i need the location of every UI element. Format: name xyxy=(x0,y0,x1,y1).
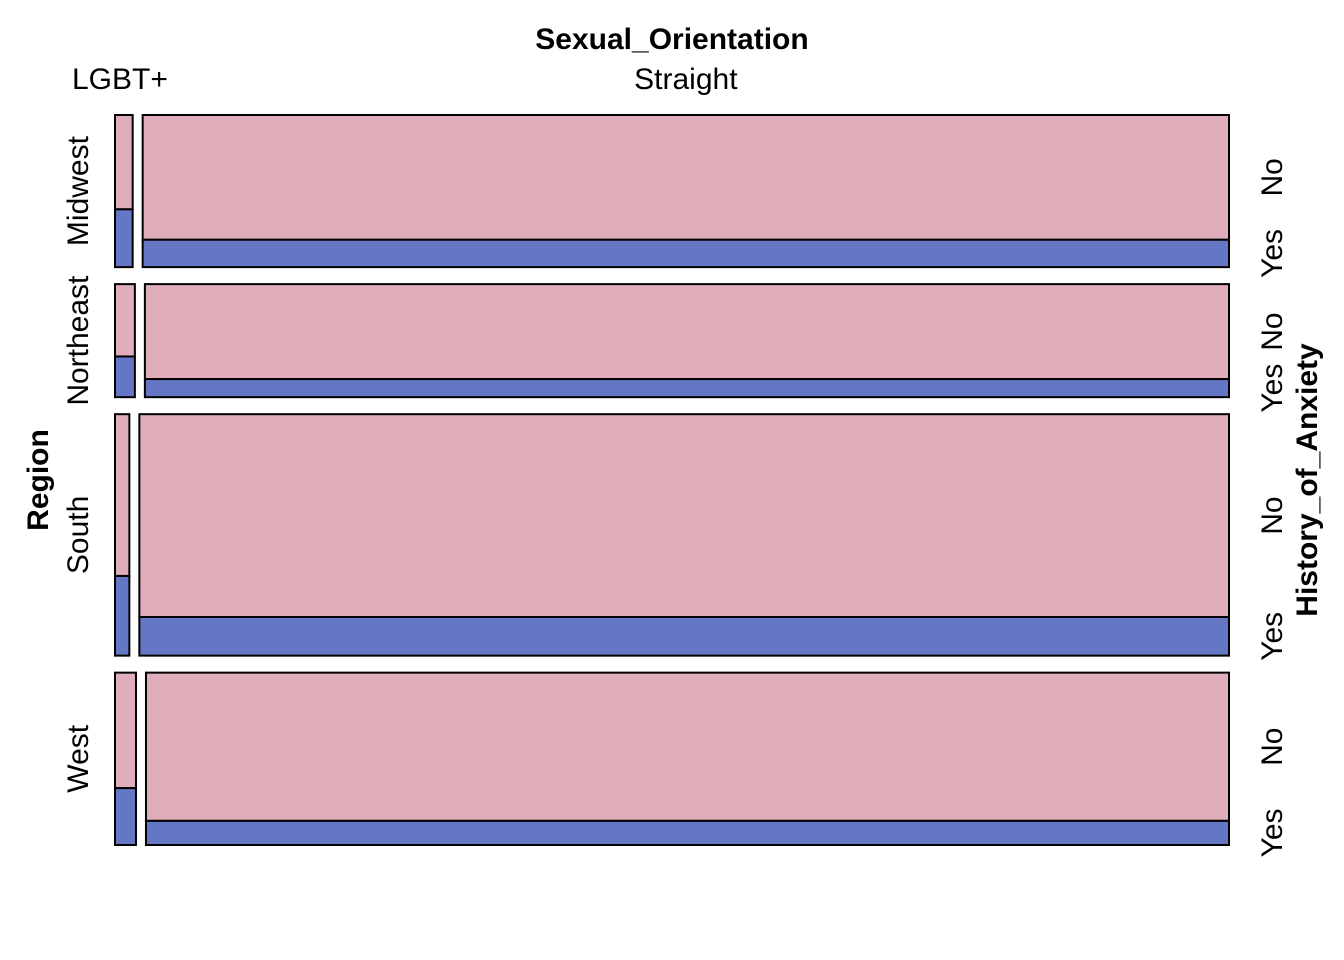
tile-west-lgbt-yes xyxy=(114,787,137,846)
fill-label-south-no: No xyxy=(1256,496,1289,534)
fill-label-west-no: No xyxy=(1256,728,1289,766)
tile-west-lgbt-no xyxy=(114,671,137,790)
y-tick-label-west: West xyxy=(62,724,95,792)
tile-midwest-straight-yes xyxy=(141,238,1231,269)
tile-west-straight-yes xyxy=(144,819,1231,847)
tile-northeast-straight-yes xyxy=(143,378,1231,399)
tile-northeast-lgbt-no xyxy=(114,283,136,358)
y-tick-label-south: South xyxy=(62,496,95,574)
x-tick-label-straight: Straight xyxy=(634,63,738,96)
x-axis-title: Sexual_Orientation xyxy=(535,23,808,56)
tile-northeast-straight-no xyxy=(143,283,1231,381)
fill-label-midwest-no: No xyxy=(1256,158,1289,196)
fill-label-northeast-no: No xyxy=(1256,312,1289,350)
fill-axis-title: History_of_Anxiety xyxy=(1291,343,1324,617)
y-tick-label-northeast: Northeast xyxy=(62,275,95,406)
x-tick-label-lgbt: LGBT+ xyxy=(72,63,168,96)
tile-midwest-straight-no xyxy=(141,114,1231,241)
y-axis-title: Region xyxy=(22,429,55,531)
tile-midwest-lgbt-yes xyxy=(114,208,134,269)
tile-northeast-lgbt-yes xyxy=(114,355,136,399)
mosaic-labels: No Yes Midwest LGBT+ Straight No Yes Northeast N… xyxy=(62,63,1289,857)
fill-label-northeast-yes: Yes xyxy=(1256,364,1289,413)
fill-label-west-yes: Yes xyxy=(1256,808,1289,857)
mosaic-tiles xyxy=(114,114,1231,847)
tile-south-lgbt-no xyxy=(114,413,131,577)
y-tick-label-midwest: Midwest xyxy=(62,135,95,246)
tile-west-straight-no xyxy=(144,671,1231,822)
tile-south-lgbt-yes xyxy=(114,574,131,657)
tile-south-straight-yes xyxy=(138,616,1230,657)
fill-label-midwest-yes: Yes xyxy=(1256,229,1289,278)
tile-south-straight-no xyxy=(138,413,1230,619)
fill-label-south-yes: Yes xyxy=(1256,612,1289,661)
tile-midwest-lgbt-no xyxy=(114,114,134,211)
